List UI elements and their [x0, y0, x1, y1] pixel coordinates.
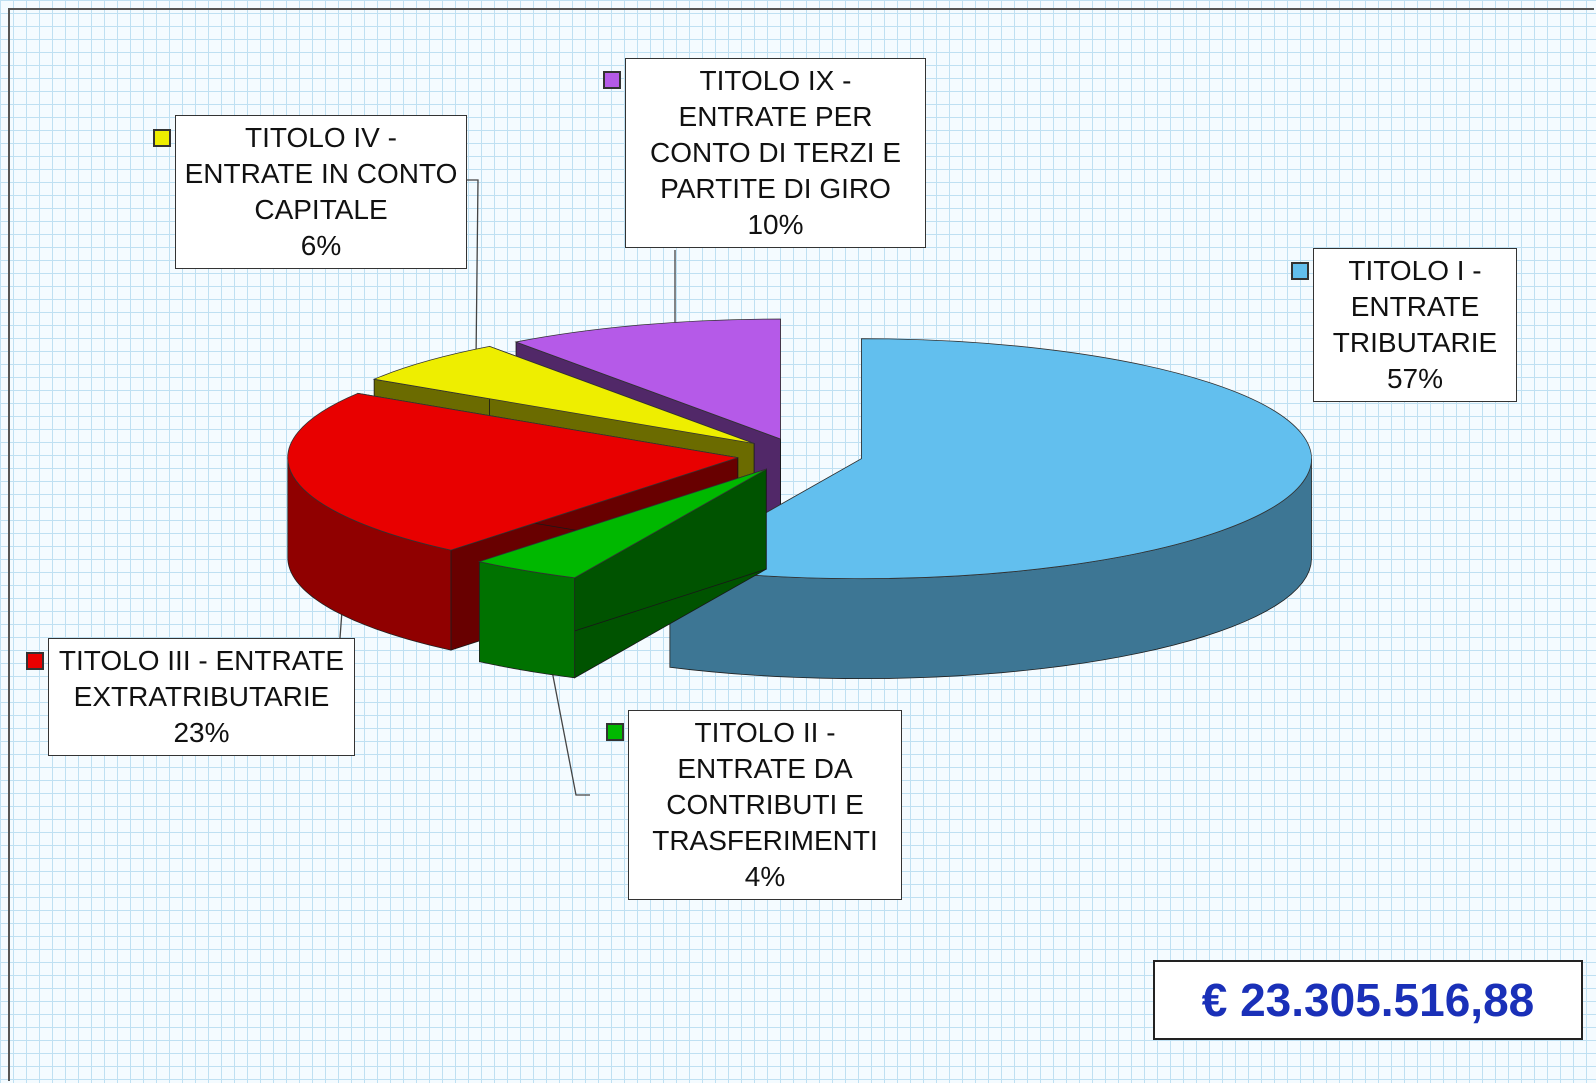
value-label: 10% [747, 209, 804, 240]
category-label: TITOLO I - ENTRATE TRIBUTARIE [1332, 255, 1498, 358]
category-label: TITOLO IX - ENTRATE PER CONTO DI TERZI E… [650, 65, 901, 204]
value-label: 4% [744, 861, 786, 892]
data-label-box: TITOLO I - ENTRATE TRIBUTARIE 57% [1313, 248, 1517, 402]
value-label: 57% [1386, 363, 1444, 394]
data-label-box: TITOLO IX - ENTRATE PER CONTO DI TERZI E… [625, 58, 926, 248]
category-label: TITOLO IV - ENTRATE IN CONTO CAPITALE [184, 122, 458, 225]
leader-line [547, 649, 590, 796]
category-label: TITOLO III - ENTRATE EXTRATRIBUTARIE [58, 645, 345, 712]
legend-key [153, 129, 171, 147]
slice [287, 392, 738, 551]
legend-key [26, 652, 44, 670]
legend-key [1291, 262, 1309, 280]
total-annotation: € 23.305.516,88 [1153, 960, 1583, 1040]
frame [8, 8, 1594, 1081]
category-label: TITOLO II - ENTRATE DA CONTRIBUTI E TRAS… [652, 717, 878, 856]
legend-key [603, 71, 621, 89]
data-label-box: TITOLO III - ENTRATE EXTRATRIBUTARIE 23% [48, 638, 355, 756]
data-label-box: TITOLO II - ENTRATE DA CONTRIBUTI E TRAS… [628, 710, 902, 900]
slice-wall [479, 561, 576, 679]
value-label: 23% [173, 717, 230, 748]
leader-line [467, 179, 479, 361]
slice [668, 338, 1312, 580]
data-label-box: TITOLO IV - ENTRATE IN CONTO CAPITALE 6% [175, 115, 467, 269]
value-label: 6% [300, 230, 342, 261]
slice [372, 346, 755, 444]
slice [477, 468, 767, 579]
slice-group [477, 468, 767, 679]
slice [514, 318, 781, 440]
legend-key [606, 723, 624, 741]
